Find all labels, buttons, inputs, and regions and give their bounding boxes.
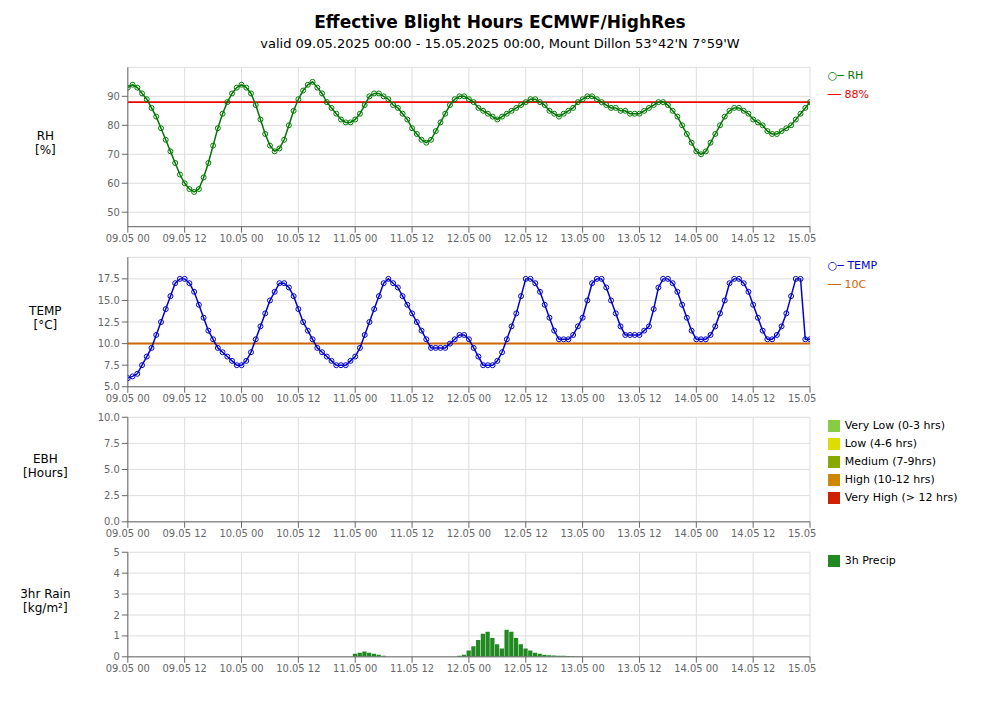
svg-text:10.0: 10.0 xyxy=(97,338,119,349)
svg-text:0: 0 xyxy=(113,651,119,662)
svg-text:15.05 00: 15.05 00 xyxy=(788,528,820,539)
svg-text:12.05 12: 12.05 12 xyxy=(503,663,547,674)
svg-text:12.05 00: 12.05 00 xyxy=(446,528,490,539)
svg-text:10.05 12: 10.05 12 xyxy=(276,233,320,244)
svg-text:0.0: 0.0 xyxy=(104,516,120,527)
svg-text:11.05 12: 11.05 12 xyxy=(390,663,434,674)
html-text:Very Low (0-3 hrs): Very Low (0-3 hrs) xyxy=(844,419,946,432)
svg-text:10.05 00: 10.05 00 xyxy=(219,528,263,539)
svg-text:10.05 00: 10.05 00 xyxy=(219,663,263,674)
html-text:High (10-12 hrs): High (10-12 hrs) xyxy=(844,473,935,486)
svg-text:15.05 00: 15.05 00 xyxy=(788,393,820,404)
svg-text:7.5: 7.5 xyxy=(104,438,120,449)
svg-text:13.05 12: 13.05 12 xyxy=(617,393,661,404)
svg-text:13.05 00: 13.05 00 xyxy=(560,233,604,244)
html-text:Medium (7-9hrs): Medium (7-9hrs) xyxy=(844,455,936,468)
svg-text:09.05 00: 09.05 00 xyxy=(105,663,149,674)
svg-text:15.05 00: 15.05 00 xyxy=(788,663,820,674)
svg-text:12.05 12: 12.05 12 xyxy=(503,233,547,244)
svg-text:11.05 00: 11.05 00 xyxy=(333,233,377,244)
svg-text:5.0: 5.0 xyxy=(104,464,120,475)
svg-text:10.05 12: 10.05 12 xyxy=(276,663,320,674)
svg-text:09.05 00: 09.05 00 xyxy=(105,528,149,539)
svg-text:14.05 00: 14.05 00 xyxy=(674,393,718,404)
svg-text:15.05 00: 15.05 00 xyxy=(788,233,820,244)
svg-text:12.05 00: 12.05 00 xyxy=(446,393,490,404)
svg-text:09.05 12: 09.05 12 xyxy=(162,528,206,539)
html-text:Low (4-6 hrs): Low (4-6 hrs) xyxy=(844,437,918,450)
svg-text:11.05 12: 11.05 12 xyxy=(390,393,434,404)
svg-text:12.05 00: 12.05 00 xyxy=(446,663,490,674)
svg-text:5: 5 xyxy=(113,547,119,558)
svg-text:13.05 12: 13.05 12 xyxy=(617,233,661,244)
svg-text:12.5: 12.5 xyxy=(97,317,119,328)
svg-text:12.05 00: 12.05 00 xyxy=(446,233,490,244)
svg-text:09.05 12: 09.05 12 xyxy=(162,663,206,674)
svg-text:13.05 12: 13.05 12 xyxy=(617,663,661,674)
svg-text:11.05 12: 11.05 12 xyxy=(390,233,434,244)
svg-text:11.05 00: 11.05 00 xyxy=(333,528,377,539)
svg-text:70: 70 xyxy=(107,149,120,160)
svg-text:10.05 00: 10.05 00 xyxy=(219,393,263,404)
html-text:3h Precip: 3h Precip xyxy=(844,554,896,567)
svg-text:60: 60 xyxy=(107,178,120,189)
svg-text:14.05 12: 14.05 12 xyxy=(731,663,775,674)
svg-text:09.05 12: 09.05 12 xyxy=(162,233,206,244)
svg-text:10.0: 10.0 xyxy=(97,412,119,423)
svg-text:13.05 00: 13.05 00 xyxy=(560,528,604,539)
html-text:Effective Blight Hours ECMWF/H: Effective Blight Hours ECMWF/HighRes xyxy=(314,12,686,32)
svg-text:14.05 00: 14.05 00 xyxy=(674,663,718,674)
html-text:○─ RH: ○─ RH xyxy=(827,69,864,82)
html-text:── 10C: ── 10C xyxy=(827,278,867,291)
svg-text:14.05 12: 14.05 12 xyxy=(731,393,775,404)
svg-text:4: 4 xyxy=(113,568,119,579)
svg-text:13.05 00: 13.05 00 xyxy=(560,393,604,404)
svg-text:90: 90 xyxy=(107,91,120,102)
svg-text:13.05 00: 13.05 00 xyxy=(560,663,604,674)
svg-text:09.05 00: 09.05 00 xyxy=(105,233,149,244)
svg-text:13.05 12: 13.05 12 xyxy=(617,528,661,539)
svg-text:2.5: 2.5 xyxy=(104,490,120,501)
html-text:3hr Rain [kg/m²]: 3hr Rain [kg/m²] xyxy=(20,586,71,615)
svg-text:17.5: 17.5 xyxy=(97,273,119,284)
svg-text:12.05 12: 12.05 12 xyxy=(503,528,547,539)
html-text:TEMP [°C]: TEMP [°C] xyxy=(29,304,62,332)
svg-text:11.05 00: 11.05 00 xyxy=(333,393,377,404)
html-text:○─ TEMP: ○─ TEMP xyxy=(827,259,878,272)
svg-text:5.0: 5.0 xyxy=(104,381,120,392)
svg-text:2: 2 xyxy=(113,610,119,621)
svg-text:10.05 12: 10.05 12 xyxy=(276,528,320,539)
html-text:valid 09.05.2025 00:00 - 15.05: valid 09.05.2025 00:00 - 15.05.2025 00:0… xyxy=(260,36,740,51)
html-text:Very High (> 12 hrs): Very High (> 12 hrs) xyxy=(844,491,958,504)
svg-text:10.05 12: 10.05 12 xyxy=(276,393,320,404)
svg-text:09.05 00: 09.05 00 xyxy=(105,393,149,404)
html-text:── 88%: ── 88% xyxy=(827,88,869,101)
svg-text:11.05 12: 11.05 12 xyxy=(390,528,434,539)
svg-text:80: 80 xyxy=(107,120,120,131)
html-text:EBH [Hours]: EBH [Hours] xyxy=(23,451,68,480)
svg-text:7.5: 7.5 xyxy=(104,360,120,371)
svg-text:14.05 12: 14.05 12 xyxy=(731,233,775,244)
svg-text:3: 3 xyxy=(113,589,119,600)
svg-text:12.05 12: 12.05 12 xyxy=(503,393,547,404)
svg-text:11.05 00: 11.05 00 xyxy=(333,663,377,674)
html-text:RH [%]: RH [%] xyxy=(35,129,56,157)
svg-text:09.05 12: 09.05 12 xyxy=(162,393,206,404)
svg-text:14.05 12: 14.05 12 xyxy=(731,528,775,539)
svg-text:50: 50 xyxy=(107,207,120,218)
svg-text:14.05 00: 14.05 00 xyxy=(674,233,718,244)
svg-text:1: 1 xyxy=(113,630,119,641)
svg-text:14.05 00: 14.05 00 xyxy=(674,528,718,539)
svg-text:15.0: 15.0 xyxy=(97,295,119,306)
svg-text:10.05 00: 10.05 00 xyxy=(219,233,263,244)
